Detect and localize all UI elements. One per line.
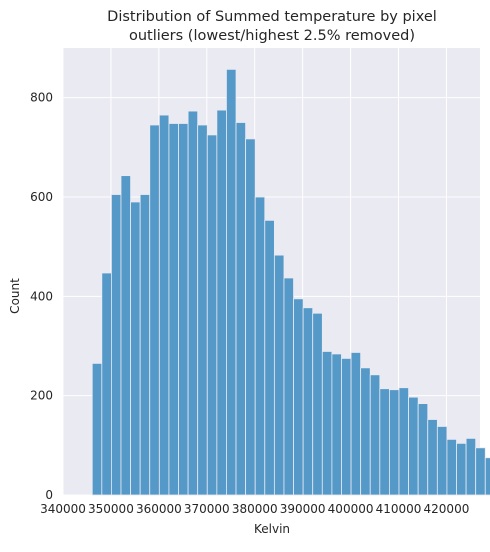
y-tick-labels: 0 200 400 600 800 — [30, 91, 53, 502]
histogram-bar — [168, 123, 179, 496]
histogram-bar — [178, 123, 189, 496]
histogram-bar — [427, 419, 438, 496]
histogram-bar — [226, 68, 237, 496]
histogram-bar — [456, 442, 467, 496]
chart-title-line-2: outliers (lowest/highest 2.5% removed) — [129, 28, 415, 44]
histogram-bar — [235, 122, 247, 496]
histogram-bar — [321, 351, 333, 496]
histogram-bar — [465, 437, 477, 496]
x-tick-label: 410000 — [376, 502, 422, 516]
histogram-bar — [312, 312, 323, 496]
y-axis-label: Count — [8, 278, 22, 314]
x-tick-label: 350000 — [88, 502, 134, 516]
histogram-bar — [130, 201, 141, 496]
histogram-bar — [446, 438, 457, 496]
x-tick-label: 400000 — [328, 502, 374, 516]
histogram-bar — [331, 353, 342, 496]
y-tick-label: 200 — [30, 389, 53, 403]
histogram-bar — [158, 114, 170, 496]
histogram-bar — [264, 219, 275, 496]
histogram-bar — [475, 447, 486, 496]
histogram-bar — [216, 109, 227, 496]
chart-title-line-1: Distribution of Summed temperature by pi… — [107, 9, 437, 25]
histogram-bar — [484, 457, 490, 496]
x-tick-label: 360000 — [136, 502, 182, 516]
histogram-bar — [149, 124, 160, 496]
y-tick-label: 600 — [30, 190, 53, 204]
histogram-bar — [254, 196, 266, 496]
histogram-bar — [302, 307, 314, 496]
x-tick-label: 370000 — [184, 502, 230, 516]
histogram-bar — [120, 175, 131, 496]
histogram-bar — [341, 358, 352, 496]
histogram-bar — [283, 277, 294, 496]
x-tick-label: 380000 — [232, 502, 278, 516]
histogram-bar — [417, 403, 429, 496]
x-tick-label: 420000 — [424, 502, 470, 516]
histogram-bar — [111, 194, 122, 496]
histogram-bar — [436, 426, 448, 496]
y-tick-label: 400 — [30, 289, 53, 303]
histogram-bars — [91, 68, 490, 496]
histogram-bar — [389, 389, 400, 496]
histogram-bar — [273, 254, 285, 496]
histogram-bar — [369, 374, 381, 496]
histogram-bar — [206, 134, 218, 496]
histogram-bar — [408, 396, 419, 496]
histogram-bar — [379, 388, 390, 496]
histogram-bar — [245, 138, 256, 496]
x-tick-label: 390000 — [280, 502, 326, 516]
histogram-bar — [350, 352, 362, 496]
x-tick-label: 340000 — [40, 502, 86, 516]
histogram-bar — [293, 298, 304, 496]
histogram-bar — [101, 272, 112, 496]
histogram-bar — [91, 362, 103, 496]
histogram-bar — [360, 367, 371, 496]
y-tick-label: 800 — [30, 91, 53, 105]
histogram-bar — [139, 194, 151, 496]
histogram-bar — [197, 124, 208, 496]
x-axis-label: Kelvin — [254, 522, 290, 536]
histogram-bar — [398, 387, 409, 496]
histogram-bar — [187, 110, 199, 496]
x-tick-labels: 340000 350000 360000 370000 380000 390000 4000… — [40, 502, 469, 516]
y-tick-label: 0 — [45, 488, 53, 502]
